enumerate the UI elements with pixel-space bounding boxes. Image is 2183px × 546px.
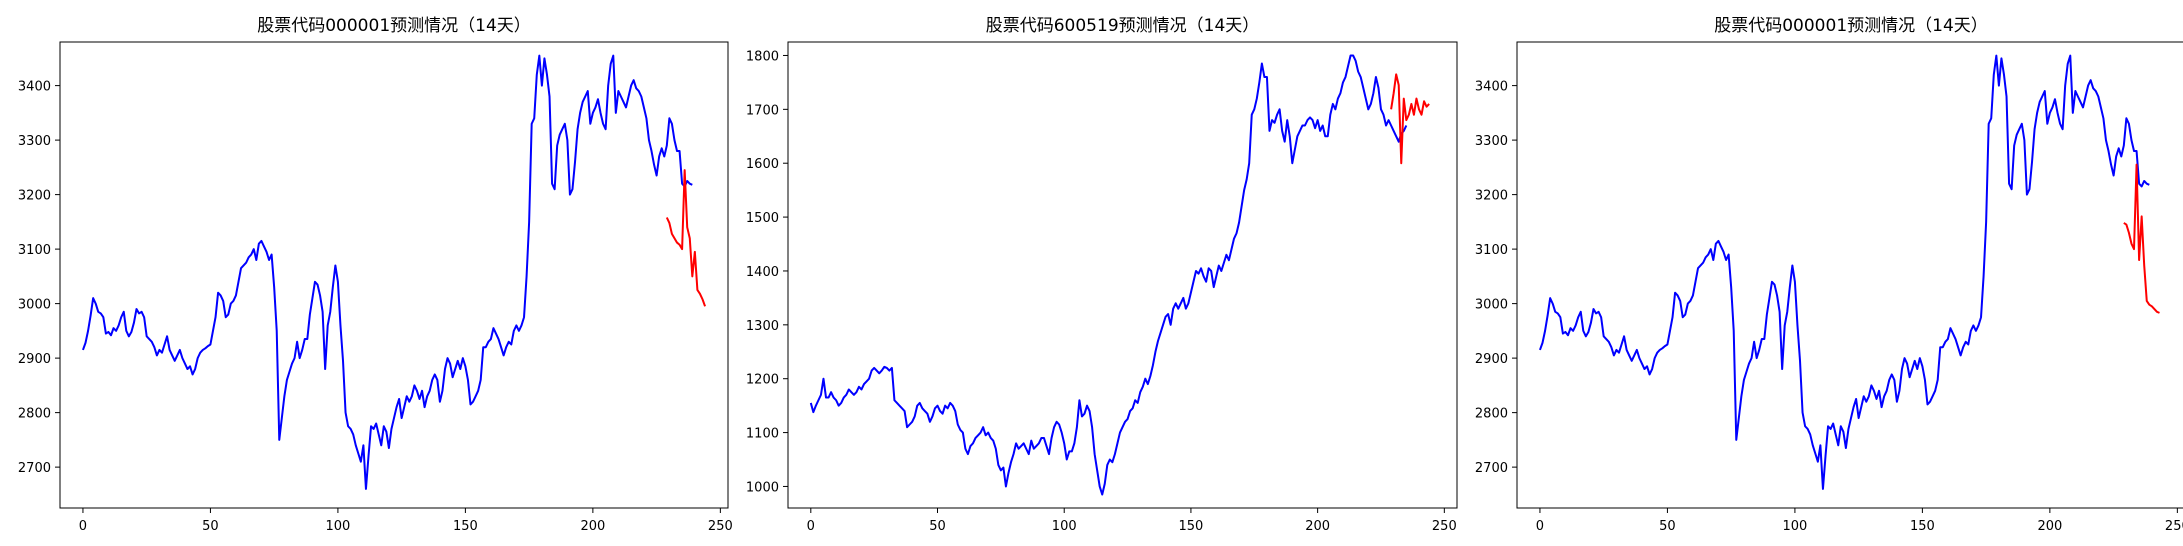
x-tick-label: 100	[1782, 519, 1807, 534]
x-tick-label: 150	[1910, 519, 1935, 534]
x-tick-label: 100	[1052, 519, 1077, 534]
series-lines	[82, 54, 706, 490]
x-tick-label: 0	[1536, 519, 1544, 534]
y-tick-label: 3000	[1475, 298, 1508, 313]
x-tick-label: 100	[325, 519, 350, 534]
x-tick-label: 250	[2165, 519, 2183, 534]
x-tick-label: 200	[1305, 519, 1330, 534]
predicted-series-line	[2123, 163, 2160, 314]
plot-area-frame	[59, 41, 729, 509]
y-tick-label: 1600	[746, 157, 779, 172]
x-tick-label: 150	[1179, 519, 1204, 534]
actual-series-line	[82, 54, 693, 490]
axis-ticks: 0 50 100 150 200 250 2700 2800 2900 3000 3100 3200 3…	[18, 80, 733, 534]
actual-series-line	[809, 54, 1408, 496]
y-tick-label: 1700	[746, 103, 779, 118]
y-tick-label: 2800	[1475, 407, 1508, 422]
x-tick-label: 250	[708, 519, 733, 534]
y-tick-label: 3400	[1475, 80, 1508, 95]
y-tick-label: 3100	[1475, 243, 1508, 258]
y-tick-label: 2900	[1475, 352, 1508, 367]
y-tick-label: 3200	[18, 189, 51, 204]
x-tick-label: 200	[580, 519, 605, 534]
y-tick-label: 1100	[746, 427, 779, 442]
x-tick-label: 50	[1659, 519, 1676, 534]
chart-title: 股票代码600519预测情况（14天）	[986, 16, 1260, 36]
axis-ticks: 0 50 100 150 200 250 1000 1100 1200 1300 1400 1500 1…	[746, 49, 1457, 534]
chart-panel-1: 股票代码600519预测情况（14天） 0 50 100 150 200 250 1000 1…	[746, 16, 1458, 534]
y-tick-label: 3300	[18, 134, 51, 149]
x-tick-label: 0	[807, 519, 815, 534]
x-tick-label: 50	[202, 519, 219, 534]
chart-title: 股票代码000001预测情况（14天）	[1714, 16, 1988, 36]
axis-ticks: 0 50 100 150 200 250 2700 2800 2900 3000 3100 3200 3…	[1475, 80, 2183, 534]
y-tick-label: 1300	[746, 319, 779, 334]
y-tick-label: 3000	[18, 298, 51, 313]
chart-panel-2: 股票代码000001预测情况（14天） 0 50 100 150 200 250 2700 2…	[1475, 16, 2183, 534]
series-lines	[809, 54, 1430, 496]
chart-title: 股票代码000001预测情况（14天）	[257, 16, 531, 36]
y-tick-label: 2900	[18, 352, 51, 367]
predicted-series-line	[665, 169, 706, 307]
y-tick-label: 1800	[746, 49, 779, 64]
chart-panel-0: 股票代码000001预测情况（14天） 0 50 100 150 200 250 2700 2…	[18, 16, 733, 534]
x-tick-label: 150	[453, 519, 478, 534]
plot-area-frame	[1516, 41, 2183, 509]
x-tick-label: 0	[79, 519, 87, 534]
series-lines	[1539, 54, 2160, 490]
actual-series-line	[1539, 54, 2150, 490]
x-tick-label: 200	[2037, 519, 2062, 534]
y-tick-label: 3200	[1475, 189, 1508, 204]
x-tick-label: 50	[929, 519, 946, 534]
predicted-series-line	[1390, 73, 1430, 165]
y-tick-label: 1000	[746, 480, 779, 495]
y-tick-label: 1500	[746, 211, 779, 226]
y-tick-label: 1400	[746, 265, 779, 280]
y-tick-label: 1200	[746, 373, 779, 388]
y-tick-label: 2700	[1475, 461, 1508, 476]
x-tick-label: 250	[1432, 519, 1457, 534]
y-tick-label: 2800	[18, 407, 51, 422]
y-tick-label: 2700	[18, 461, 51, 476]
plot-area-frame	[787, 41, 1458, 509]
y-tick-label: 3300	[1475, 134, 1508, 149]
y-tick-label: 3100	[18, 243, 51, 258]
y-tick-label: 3400	[18, 80, 51, 95]
